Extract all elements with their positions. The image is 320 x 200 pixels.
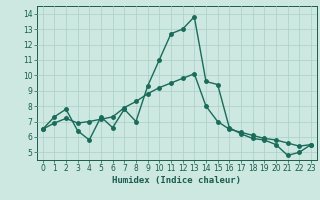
X-axis label: Humidex (Indice chaleur): Humidex (Indice chaleur): [112, 176, 241, 185]
